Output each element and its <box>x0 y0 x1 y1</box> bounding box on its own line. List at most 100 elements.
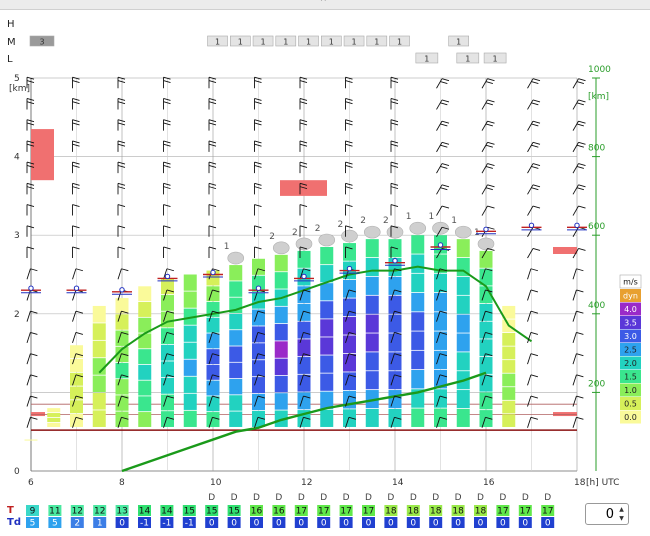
thermal-bar-segment <box>456 333 470 352</box>
barb-staff <box>572 78 579 89</box>
barb-staff <box>72 311 77 322</box>
thermal-bar-segment <box>411 235 425 254</box>
y-left-tick: 0 <box>14 467 20 477</box>
barb-feather <box>75 395 84 399</box>
wind-barb-icon <box>72 119 80 131</box>
thermal-bar-segment <box>183 274 197 291</box>
wind-barb-icon <box>254 246 262 258</box>
thermal-bar-segment <box>434 331 447 350</box>
thermal-bar-segment <box>365 257 379 277</box>
wind-barb-icon <box>481 268 493 280</box>
temp-value: 11 <box>49 507 60 517</box>
thermal-bar-segment <box>274 254 288 272</box>
wind-barb-icon <box>299 331 311 344</box>
wind-barb-icon <box>527 331 539 344</box>
barb-staff <box>481 289 486 301</box>
barb-feather <box>30 374 38 378</box>
barb-staff <box>254 353 259 365</box>
dewpoint-cell <box>451 517 465 528</box>
wind-barb-icon <box>299 225 308 237</box>
temp-cell <box>339 505 353 516</box>
low-cloud-box <box>415 52 439 64</box>
barb-staff <box>527 163 534 174</box>
barb-staff <box>572 120 579 131</box>
barb-feather <box>121 310 129 314</box>
stepper-value[interactable]: 0 <box>605 507 614 522</box>
thermal-bar-segment <box>206 286 220 302</box>
boundary-layer-top-line <box>98 265 533 374</box>
barb-staff <box>572 227 579 237</box>
barb-feather <box>208 182 217 186</box>
barb-staff <box>208 311 213 322</box>
value-stepper[interactable]: 0 ▲ ▼ <box>585 503 629 525</box>
barb-feather <box>576 374 584 378</box>
inversion-marker-dot <box>28 285 34 291</box>
stepper-down-icon[interactable]: ▼ <box>619 515 624 522</box>
barb-staff <box>390 289 395 301</box>
barb-staff <box>436 332 441 344</box>
barb-feather <box>441 120 450 124</box>
barb-feather <box>576 395 584 399</box>
barb-feather <box>439 374 448 378</box>
y-left-tick: 4 <box>14 153 20 163</box>
barb-feather <box>72 161 80 165</box>
barb-staff <box>436 374 441 386</box>
temp-value: 13 <box>116 507 127 517</box>
barb-staff <box>436 227 443 237</box>
barb-staff <box>117 332 122 344</box>
wind-barb-icon <box>390 182 399 195</box>
thermal-bar-segment <box>229 362 243 379</box>
barb-feather <box>299 80 308 83</box>
wind-barb-icon <box>117 182 126 195</box>
collapse-arrow-icon[interactable]: ^ <box>320 0 327 6</box>
barb-staff <box>572 205 579 216</box>
wind-barb-icon <box>345 204 353 216</box>
wind-barb-icon <box>572 205 586 216</box>
wind-barb-icon <box>436 268 448 280</box>
barb-feather <box>254 182 262 186</box>
barb-feather <box>30 353 38 357</box>
barb-staff <box>117 417 122 428</box>
barb-feather <box>257 374 266 378</box>
wind-barb-icon <box>72 331 84 344</box>
barb-feather <box>345 140 353 144</box>
wind-barb-icon <box>254 140 262 152</box>
wind-barb-icon <box>481 163 495 174</box>
wind-barb-icon <box>163 416 175 428</box>
wind-barb-icon <box>390 161 399 174</box>
dewpoint-cell <box>496 517 510 528</box>
wind-barb-icon <box>72 76 80 89</box>
barb-staff <box>26 353 31 365</box>
barb-feather <box>26 204 35 207</box>
collapse-bar[interactable]: ^ <box>0 0 650 10</box>
wind-barb-icon <box>572 374 584 386</box>
thermal-bar-segment <box>502 346 516 360</box>
barb-feather <box>530 268 539 272</box>
thermal-bar-segment <box>47 417 61 423</box>
thermal-bar-segment <box>320 283 334 301</box>
thermal-bar-segment <box>456 352 470 371</box>
wind-barb-icon <box>72 140 80 152</box>
barb-feather <box>26 143 35 147</box>
barb-feather <box>303 310 311 314</box>
barb-feather <box>345 119 353 123</box>
inversion-markers <box>21 222 587 295</box>
thermal-bar-segment <box>115 362 129 379</box>
barb-feather <box>530 416 539 420</box>
wind-barb-icon <box>254 161 262 174</box>
barb-feather <box>26 101 35 105</box>
barb-feather <box>576 310 584 314</box>
stepper-up-icon[interactable]: ▲ <box>619 506 624 513</box>
barb-staff <box>436 311 441 322</box>
barb-staff <box>436 268 441 280</box>
dewpoint-cell <box>26 517 39 528</box>
thermal-bar-segment <box>411 273 425 293</box>
thermal-bar-segment <box>297 321 311 339</box>
barb-feather <box>299 101 308 105</box>
barb-feather <box>26 98 35 101</box>
barb-feather <box>208 246 217 250</box>
x-tick: 16 <box>483 478 495 488</box>
wind-dir-glyph: D <box>477 493 484 503</box>
inversion-marker-dot <box>301 273 307 280</box>
temp-row-label: T <box>7 505 14 516</box>
